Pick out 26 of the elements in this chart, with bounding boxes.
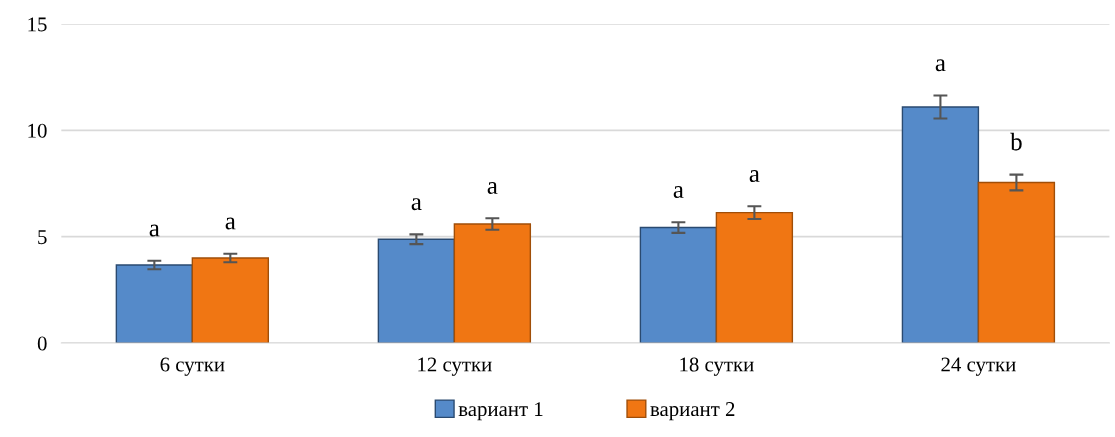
bar	[639, 226, 718, 344]
legend-label: вариант 1	[458, 402, 543, 421]
x-tick-label: 12 сутки	[418, 357, 492, 376]
data-label: b	[1010, 132, 1022, 151]
y-tick-label: 0	[37, 336, 47, 351]
bar	[191, 257, 270, 344]
x-tick-label: 24 сутки	[941, 357, 1016, 376]
legend-label: вариант 2	[650, 402, 735, 421]
data-label: a	[487, 182, 498, 194]
bar	[901, 106, 980, 344]
y-tick-label: 5	[38, 230, 47, 245]
y-tick-label: 10	[28, 123, 47, 138]
bar	[453, 223, 532, 344]
bar	[977, 181, 1056, 344]
y-tick-label: 15	[28, 17, 47, 32]
bar	[377, 238, 456, 344]
data-label: a	[935, 59, 946, 72]
x-tick-label: 18 сутки	[680, 357, 754, 376]
data-label: a	[749, 170, 760, 183]
data-label: a	[225, 217, 236, 230]
bar	[115, 264, 194, 344]
bar	[715, 211, 794, 344]
data-label: a	[673, 186, 684, 199]
data-label: a	[149, 224, 160, 237]
x-tick-label: 6 сутки	[160, 357, 225, 376]
data-label: a	[411, 198, 422, 211]
